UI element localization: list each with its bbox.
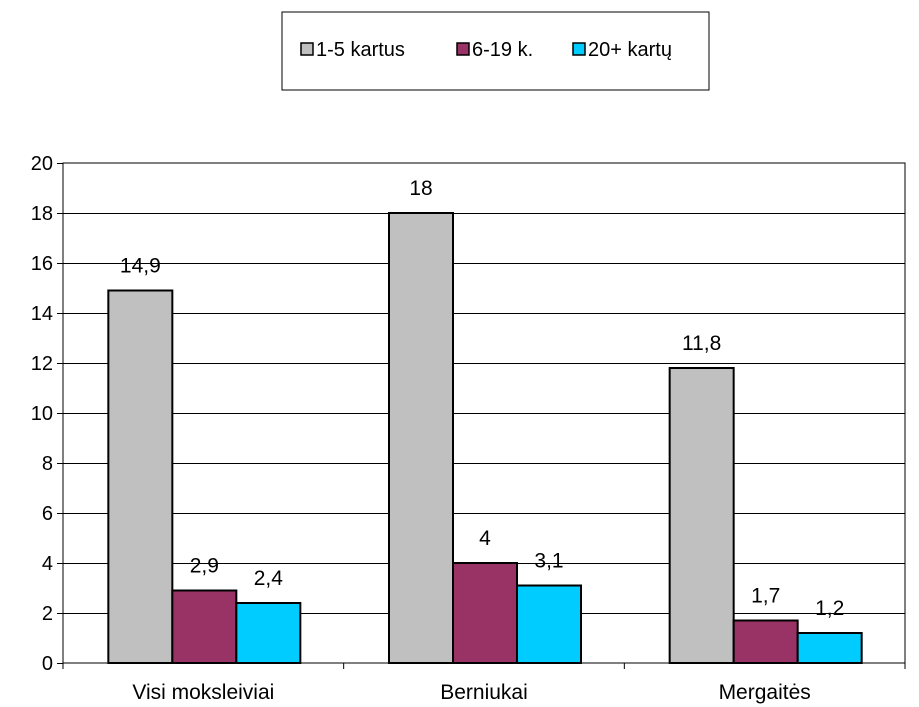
bars <box>107 212 863 664</box>
y-tick-label: 14 <box>31 303 53 325</box>
x-tick-label-mergaites: Mergaitės <box>719 681 811 704</box>
data-label-berniukai-1-5-kartus: 18 <box>409 177 432 200</box>
x-tick-label-berniukai: Berniukai <box>440 681 528 704</box>
bar-berniukai-20-kartu <box>516 584 582 664</box>
y-tick-label: 10 <box>31 403 53 425</box>
y-tick-label: 20 <box>31 153 53 175</box>
y-tick-label: 2 <box>42 603 53 625</box>
bar-berniukai-1-5-kartus <box>388 212 454 664</box>
data-label-visi-moksleiviai-1-5-kartus: 14,9 <box>120 255 161 278</box>
data-label-berniukai-20-kartu: 3,1 <box>534 550 563 573</box>
data-labels: 14,9 2,9 2,4 18 4 3,1 11,8 1,7 1,2 <box>120 177 844 620</box>
legend-label-1-5-kartus: 1-5 kartus <box>316 39 405 61</box>
y-tick-label: 8 <box>42 453 53 475</box>
bar-mergaites-1-5-kartus <box>668 367 735 664</box>
bar-visi-moksleiviai-1-5-kartus <box>107 289 174 664</box>
x-tick-label-visi-moksleiviai: Visi moksleiviai <box>132 681 274 704</box>
bar-mergaites-20-kartu <box>796 632 863 664</box>
data-label-mergaites-1-5-kartus: 11,8 <box>682 332 721 355</box>
y-tick-label: 16 <box>31 253 53 275</box>
y-axis: 0 2 4 6 8 10 12 14 16 18 20 <box>31 153 63 675</box>
x-axis: Visi moksleiviai Berniukai Mergaitės <box>62 663 906 704</box>
data-label-visi-moksleiviai-6-19-k: 2,9 <box>190 555 219 578</box>
data-label-visi-moksleiviai-20-kartu: 2,4 <box>254 567 284 590</box>
legend-swatch-1-5-kartus <box>300 42 314 56</box>
legend: 1-5 kartus 6-19 k. 20+ kartų <box>281 11 710 91</box>
legend-box <box>281 11 710 91</box>
bar-visi-moksleiviai-6-19-k <box>171 589 238 664</box>
bar-visi-moksleiviai-20-kartu <box>235 602 302 664</box>
legend-label-6-19-k: 6-19 k. <box>472 39 533 61</box>
legend-swatch-6-19-k <box>456 42 470 56</box>
legend-label-20-kartu: 20+ kartų <box>588 39 672 61</box>
bar-mergaites-6-19-k <box>732 619 799 664</box>
y-tick-label: 12 <box>31 353 53 375</box>
legend-swatch-20-kartu <box>572 42 586 56</box>
data-label-berniukai-6-19-k: 4 <box>479 527 491 550</box>
y-tick-label: 18 <box>31 203 53 225</box>
y-tick-label: 4 <box>42 553 53 575</box>
y-tick-label: 0 <box>42 653 53 675</box>
y-tick-label: 6 <box>42 503 53 525</box>
data-label-mergaites-6-19-k: 1,7 <box>751 585 780 608</box>
data-label-mergaites-20-kartu: 1,2 <box>815 597 844 620</box>
bar-berniukai-6-19-k <box>452 562 518 664</box>
